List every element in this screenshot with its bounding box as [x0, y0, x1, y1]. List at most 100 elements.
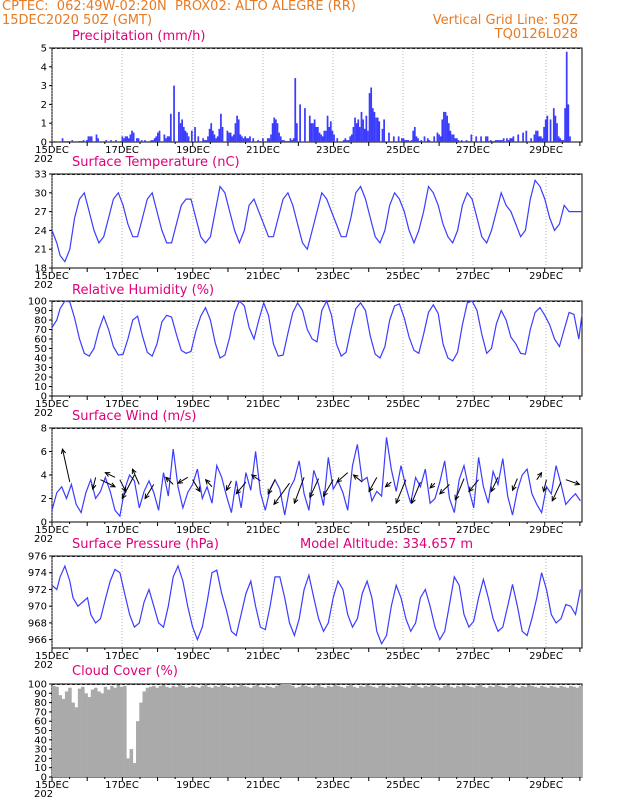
x-tick-label: 23DEC: [316, 780, 350, 791]
y-tick-label: 0: [41, 392, 47, 403]
year-label: 202: [34, 154, 53, 165]
cloud-bar: [436, 686, 441, 777]
x-tick-label: 15DEC: [35, 651, 69, 662]
y-tick-label: 80: [34, 316, 47, 327]
precip-bar: [465, 140, 468, 142]
precip-bar: [144, 140, 146, 142]
cloud-bar: [375, 687, 379, 777]
y-tick-label: 70: [34, 707, 47, 718]
precip-bar: [536, 130, 539, 142]
precip-bar: [63, 141, 66, 142]
precip-bar: [415, 136, 418, 142]
y-tick-label: 27: [34, 207, 47, 218]
wind-arrow: [235, 481, 247, 495]
precip-bar: [289, 138, 292, 142]
cloud-bar: [572, 686, 576, 777]
precip-bar: [333, 134, 335, 142]
x-tick-label: 29DEC: [529, 525, 563, 536]
panel-title: Precipitation (mm/h): [72, 29, 205, 44]
y-tick-label: 4: [41, 471, 47, 482]
wind-arrow-head: [438, 488, 445, 495]
y-tick-label: 10: [34, 763, 47, 774]
y-tick-label: 5: [41, 44, 47, 55]
precip-bar: [436, 132, 439, 142]
precip-bar: [234, 123, 237, 142]
cloud-bar: [333, 684, 337, 777]
cloud-bar: [220, 684, 224, 777]
precip-bar: [231, 136, 234, 142]
precip-bar: [207, 136, 209, 142]
x-tick-label: 17DEC: [105, 651, 139, 662]
x-tick-label: 15DEC: [35, 145, 69, 156]
cloud-bar: [200, 685, 205, 777]
wind-arrow: [132, 468, 140, 485]
precip-bar: [383, 119, 385, 142]
precip-bar: [81, 141, 83, 142]
y-tick-label: 40: [34, 735, 47, 746]
cloud-bar: [155, 687, 159, 777]
cloud-bar: [152, 685, 156, 777]
precip-bar: [155, 136, 158, 142]
precip-bar: [562, 140, 565, 142]
x-tick-label: 27DEC: [456, 525, 490, 536]
cloud-bar: [307, 686, 311, 777]
cloud-bar: [145, 687, 150, 777]
cloud-bar: [527, 684, 531, 777]
cloud-bar: [197, 687, 201, 777]
wind-arrow-head: [131, 468, 137, 475]
cloud-bar: [178, 684, 182, 777]
x-tick-label: 15DEC: [35, 525, 69, 536]
precip-bar: [439, 136, 442, 142]
x-tick-label: 21DEC: [246, 399, 280, 410]
precip-bar: [417, 138, 419, 142]
y-tick-label: 976: [28, 552, 47, 563]
y-tick-label: 40: [34, 354, 47, 365]
cloud-bar: [278, 684, 282, 777]
wind-arrow-head: [144, 493, 150, 500]
precip-bar: [153, 138, 156, 142]
precip-bar: [131, 130, 133, 142]
y-tick-label: 90: [34, 689, 47, 700]
wind-arrow-head: [551, 495, 557, 502]
precip-bar: [449, 130, 452, 142]
cloud-bar: [365, 684, 370, 777]
cloud-bar: [203, 684, 208, 777]
y-tick-label: 18: [34, 264, 47, 275]
x-tick-label: 21DEC: [246, 271, 280, 282]
wind-arrow-head: [267, 488, 273, 495]
y-tick-label: 8: [41, 424, 47, 435]
cloud-bar: [317, 684, 321, 777]
header-run-time: 15DEC2020 50Z (GMT): [2, 13, 153, 28]
precip-bar: [559, 138, 562, 142]
series-line: [51, 299, 583, 362]
x-tick-label: 15DEC: [35, 271, 69, 282]
cloud-bar: [313, 685, 318, 777]
wind-arrow-head: [110, 482, 117, 488]
precip-bar: [249, 136, 251, 142]
precip-bar: [221, 126, 224, 142]
cloud-bar: [539, 685, 544, 777]
x-tick-label: 25DEC: [386, 145, 420, 156]
precip-bar: [405, 140, 408, 142]
cloud-bar: [507, 685, 512, 777]
precip-bar: [347, 140, 350, 142]
y-tick-label: 20: [34, 373, 47, 384]
precip-bar: [467, 141, 470, 142]
cloud-bar: [569, 685, 573, 777]
precip-bar: [157, 132, 159, 142]
header-model-id: TQ0126L028: [494, 27, 578, 42]
cloud-bar: [475, 685, 479, 777]
cloud-bar: [139, 702, 143, 777]
precip-bar: [346, 140, 348, 142]
precip-bar: [342, 140, 345, 142]
cloud-bar: [523, 686, 528, 777]
x-tick-label: 25DEC: [386, 525, 420, 536]
precip-bar: [376, 117, 379, 142]
wind-arrow: [121, 474, 135, 499]
y-tick-label: 70: [34, 325, 47, 336]
cloud-bar: [291, 685, 295, 777]
wind-arrow: [226, 480, 232, 491]
precip-bar: [470, 134, 473, 142]
cloud-bar: [168, 687, 172, 777]
